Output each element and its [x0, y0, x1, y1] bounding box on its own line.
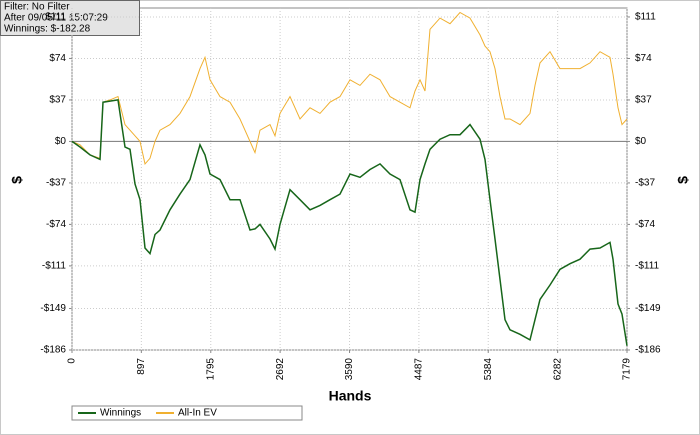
y-tick-label: $74	[49, 53, 66, 64]
x-tick-label: 2692	[275, 358, 286, 381]
legend-label: All-In EV	[178, 408, 217, 419]
x-tick-label: 4487	[414, 358, 425, 381]
legend	[71, 405, 303, 421]
x-tick-label: 3590	[344, 358, 355, 381]
y2-tick-label: -$111	[635, 261, 660, 272]
y-tick-label: -$37	[46, 178, 66, 189]
y2-tick-label: -$74	[635, 219, 655, 230]
y-tick-label: $37	[49, 95, 66, 106]
y2-tick-label: $74	[635, 53, 652, 64]
x-tick-label: 5384	[483, 358, 494, 381]
y2-tick-label: $0	[635, 136, 647, 147]
series-line	[71, 11, 628, 165]
info-text: After 09/05/11 15:07:29	[4, 13, 108, 24]
legend-label: Winnings	[100, 408, 141, 419]
info-text: Filter: No Filter	[4, 2, 70, 13]
y2-tick-label: -$149	[635, 303, 661, 314]
y2-axis-title: $	[675, 176, 691, 184]
y2-tick-label: -$37	[635, 178, 655, 189]
x-tick-label: 897	[136, 358, 147, 375]
y-tick-label: -$149	[40, 303, 66, 314]
y2-tick-label: $37	[635, 95, 652, 106]
info-text: Winnings: $-182.28	[4, 24, 91, 35]
x-axis-title: Hands	[329, 388, 372, 404]
y-tick-label: $111	[45, 12, 66, 23]
y2-tick-label: $111	[635, 12, 656, 23]
x-tick-label: 1795	[205, 358, 216, 381]
y-tick-label: -$186	[40, 345, 66, 356]
y-tick-label: -$111	[42, 261, 67, 272]
x-tick-label: 6282	[552, 358, 563, 381]
series-line	[71, 99, 628, 346]
y2-tick-label: -$186	[635, 345, 661, 356]
x-tick-label: 7179	[622, 358, 633, 381]
y-axis-title: $	[9, 176, 25, 184]
x-tick-label: 0	[67, 358, 78, 364]
y-tick-label: -$74	[46, 219, 66, 230]
y-tick-label: $0	[55, 136, 67, 147]
info-box	[0, 0, 140, 36]
